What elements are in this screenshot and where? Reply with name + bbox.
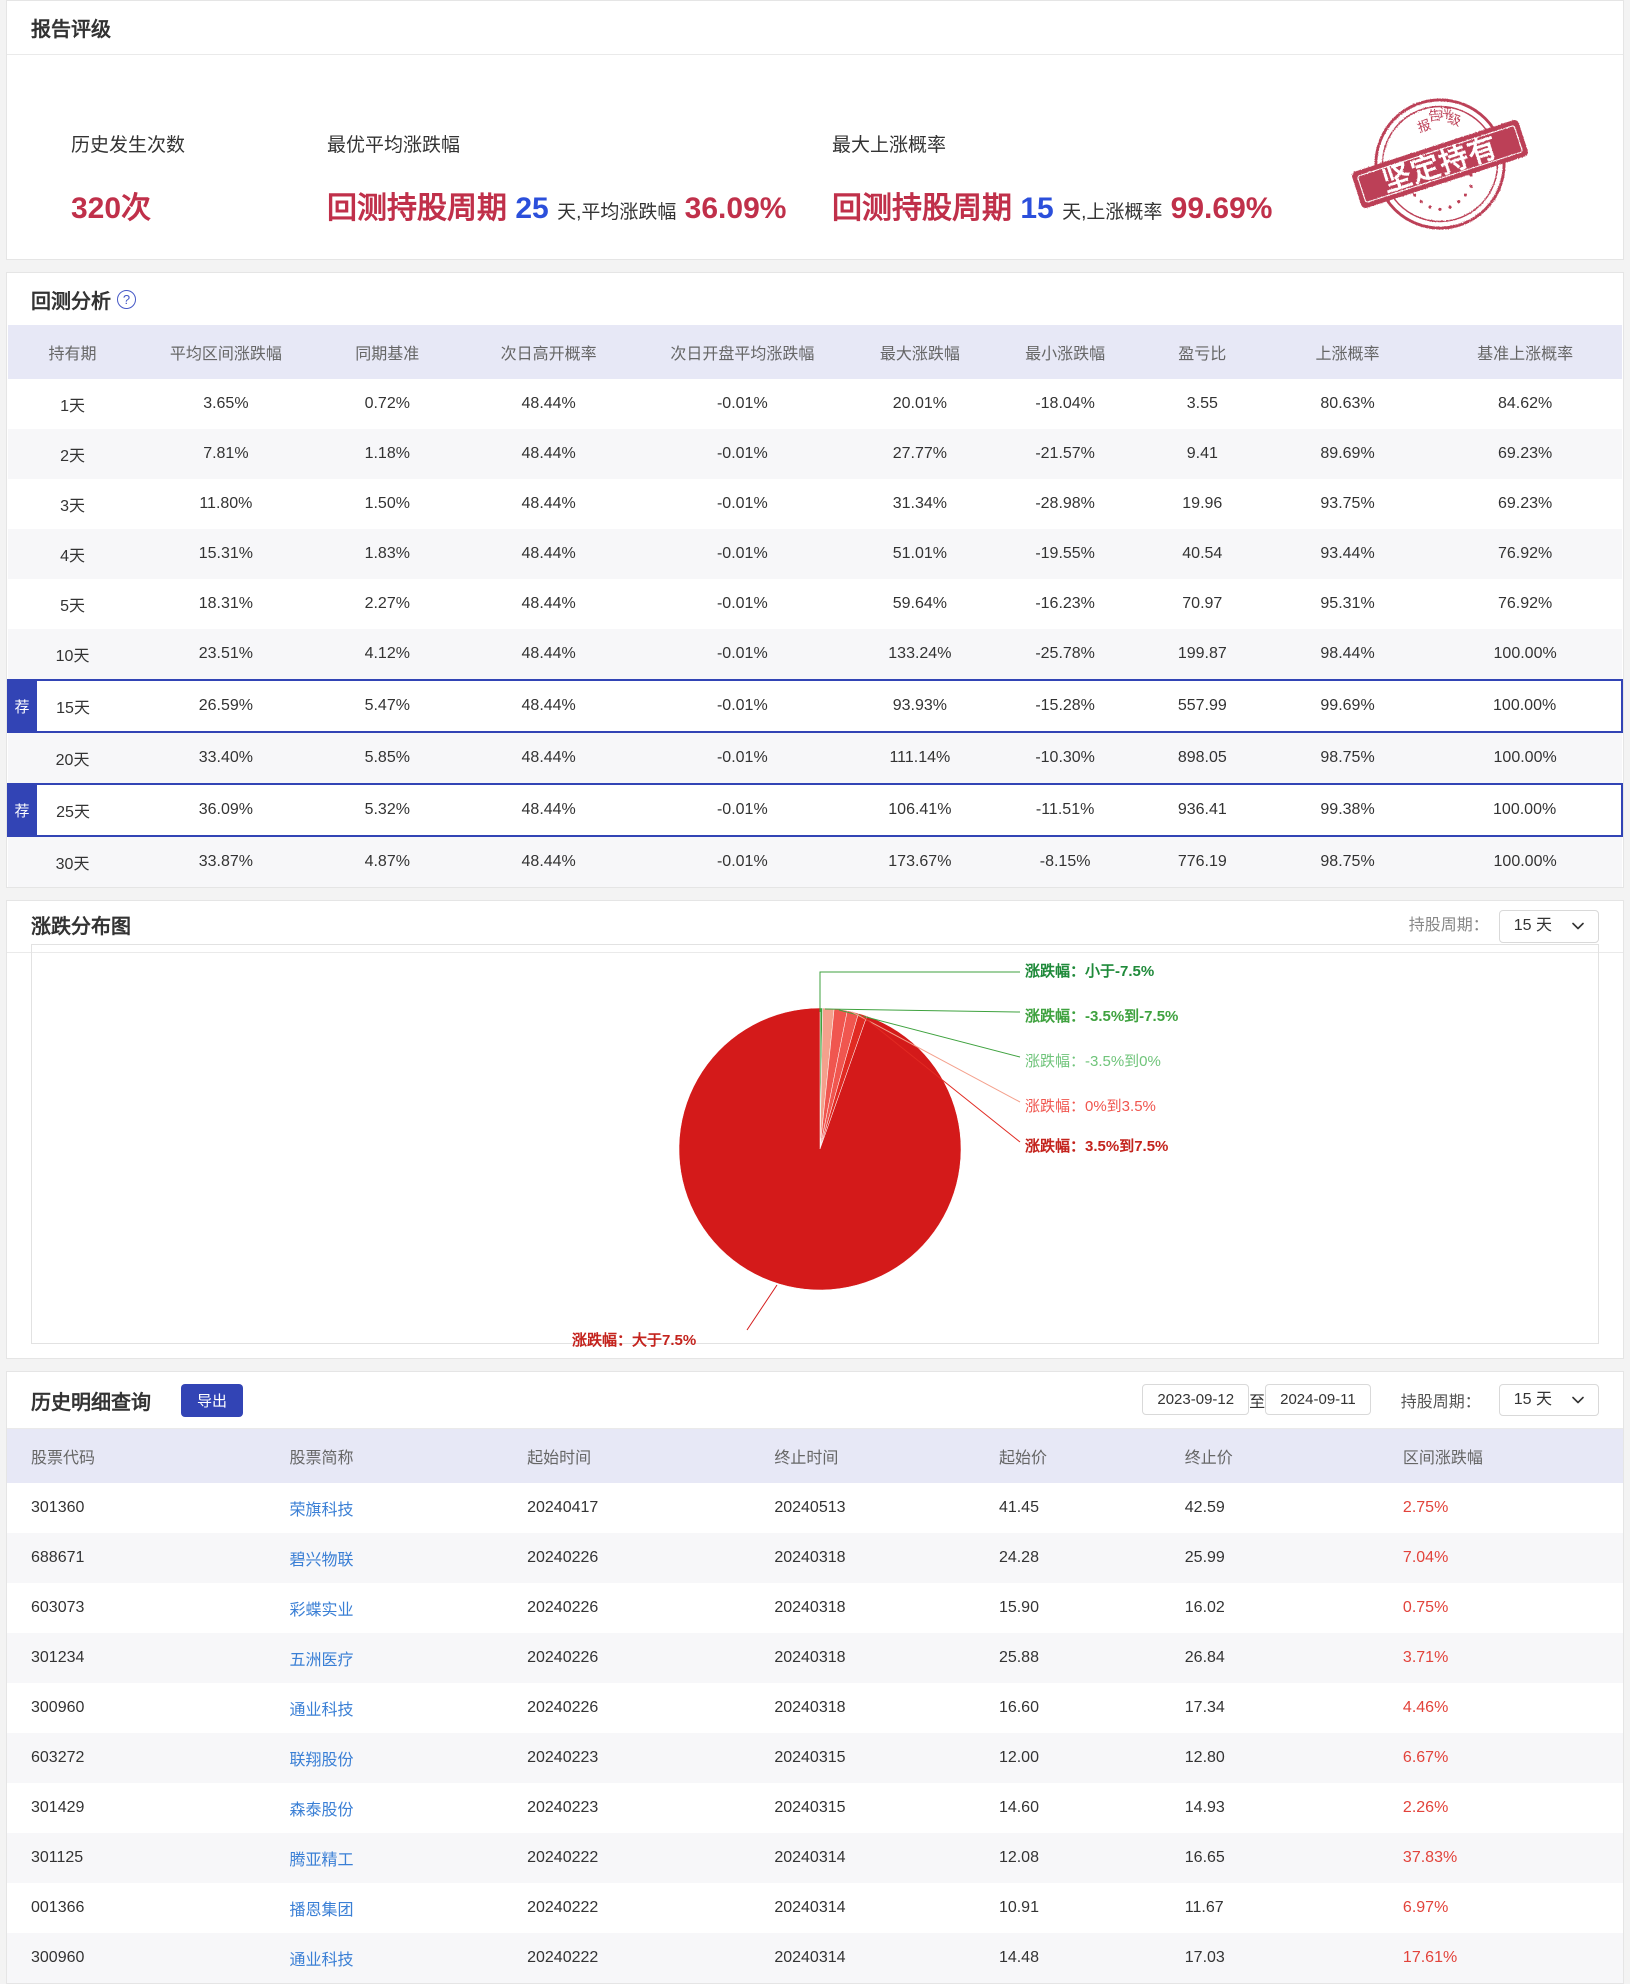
svg-text:涨跌幅：3.5%到7.5%: 涨跌幅：3.5%到7.5% (1025, 1137, 1168, 1155)
svg-text:坚定持有: 坚定持有 (1378, 130, 1502, 198)
svg-text:涨跌幅：-3.5%到-7.5%: 涨跌幅：-3.5%到-7.5% (1025, 1007, 1178, 1025)
svg-text:涨跌幅：-3.5%到0%: 涨跌幅：-3.5%到0% (1025, 1053, 1161, 1070)
svg-text:涨跌幅：0%到3.5%: 涨跌幅：0%到3.5% (1025, 1098, 1156, 1115)
svg-text:涨跌幅：大于7.5%: 涨跌幅：大于7.5% (572, 1331, 696, 1349)
svg-text:涨跌幅：小于-7.5%: 涨跌幅：小于-7.5% (1025, 962, 1154, 980)
svg-text:级: 级 (1446, 111, 1463, 129)
